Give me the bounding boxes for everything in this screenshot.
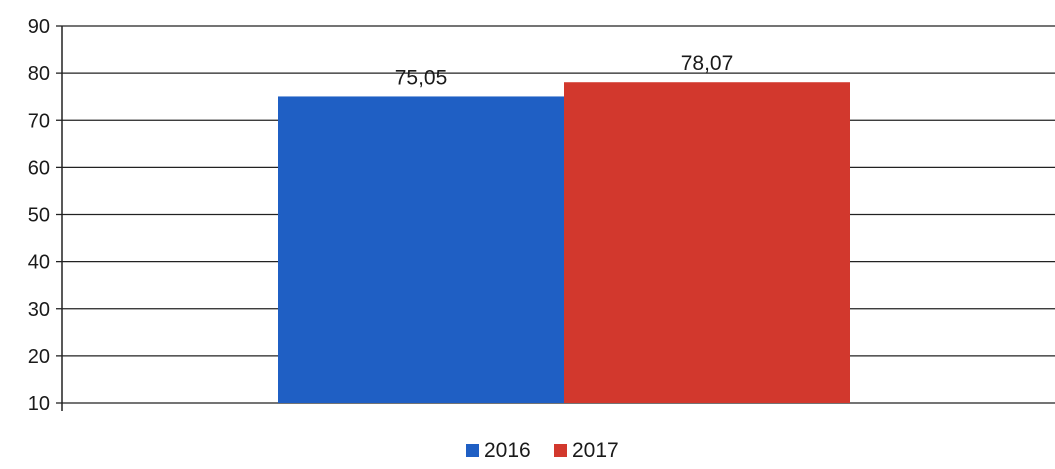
legend-label-2017: 2017	[572, 439, 619, 462]
legend-swatch-2016	[466, 444, 479, 457]
y-tick-label: 70	[28, 110, 50, 132]
bar-2017	[564, 82, 850, 403]
legend-label-2016: 2016	[484, 439, 531, 462]
y-tick-label: 40	[28, 252, 50, 274]
y-tick-label: 90	[28, 16, 50, 38]
bars	[278, 82, 850, 403]
legend: 2016 2017	[466, 439, 619, 462]
data-label-2017: 78,07	[681, 52, 734, 75]
legend-swatch-2017	[554, 444, 567, 457]
y-tick-label: 80	[28, 63, 50, 85]
y-tick-label: 20	[28, 346, 50, 368]
y-tick-label: 50	[28, 205, 50, 227]
y-axis-ticks: 10 20 30 40 50 60 70 80 90	[28, 16, 62, 415]
y-tick-label: 10	[28, 393, 50, 415]
data-labels: 75,05 78,07	[395, 52, 734, 89]
y-tick-label: 60	[28, 157, 50, 179]
y-tick-label: 30	[28, 299, 50, 321]
bar-2016	[278, 96, 564, 403]
data-label-2016: 75,05	[395, 66, 448, 89]
